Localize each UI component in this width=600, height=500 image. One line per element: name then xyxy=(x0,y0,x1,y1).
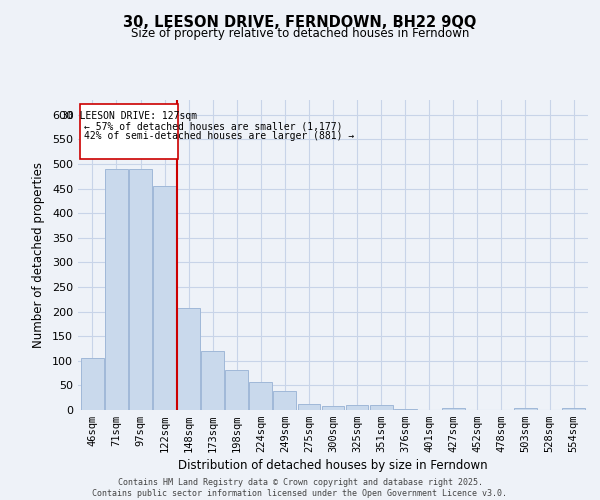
Bar xyxy=(394,408,416,410)
Bar xyxy=(346,405,368,410)
Bar xyxy=(129,169,152,410)
Bar xyxy=(81,358,104,410)
X-axis label: Distribution of detached houses by size in Ferndown: Distribution of detached houses by size … xyxy=(178,460,488,472)
Text: Size of property relative to detached houses in Ferndown: Size of property relative to detached ho… xyxy=(131,28,469,40)
Bar xyxy=(105,169,128,410)
FancyBboxPatch shape xyxy=(80,104,178,159)
Bar xyxy=(177,308,200,410)
Bar xyxy=(322,406,344,410)
Bar xyxy=(442,408,465,410)
Bar xyxy=(562,408,585,410)
Text: 30 LEESON DRIVE: 127sqm: 30 LEESON DRIVE: 127sqm xyxy=(62,111,197,121)
Text: 42% of semi-detached houses are larger (881) →: 42% of semi-detached houses are larger (… xyxy=(84,132,354,141)
Bar xyxy=(153,186,176,410)
Bar xyxy=(514,408,537,410)
Bar xyxy=(201,351,224,410)
Bar xyxy=(274,392,296,410)
Y-axis label: Number of detached properties: Number of detached properties xyxy=(32,162,45,348)
Text: 30, LEESON DRIVE, FERNDOWN, BH22 9QQ: 30, LEESON DRIVE, FERNDOWN, BH22 9QQ xyxy=(124,15,476,30)
Text: Contains HM Land Registry data © Crown copyright and database right 2025.
Contai: Contains HM Land Registry data © Crown c… xyxy=(92,478,508,498)
Bar xyxy=(226,370,248,410)
Bar xyxy=(298,404,320,410)
Text: ← 57% of detached houses are smaller (1,177): ← 57% of detached houses are smaller (1,… xyxy=(84,122,343,132)
Bar xyxy=(250,382,272,410)
Bar xyxy=(370,405,392,410)
